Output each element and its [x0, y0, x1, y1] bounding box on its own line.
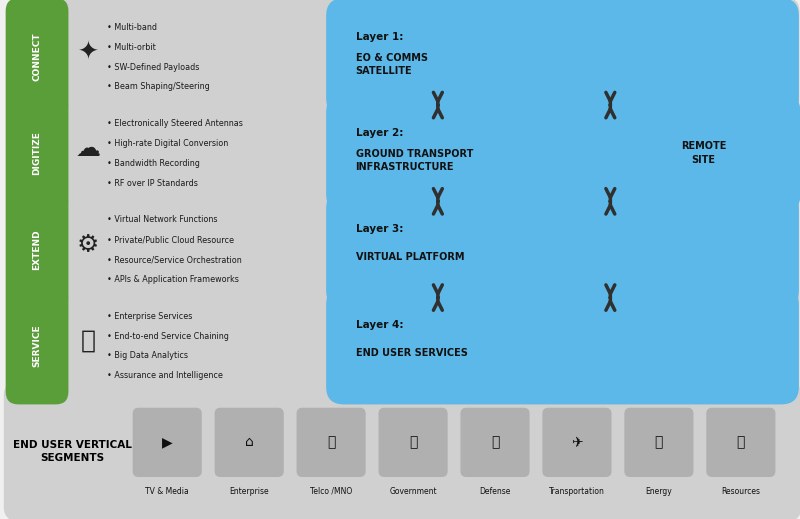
- Text: Energy: Energy: [646, 487, 672, 496]
- Text: • Big Data Analytics: • Big Data Analytics: [106, 351, 188, 360]
- Text: REMOTE
SITE: REMOTE SITE: [681, 141, 726, 165]
- Text: Layer 1:: Layer 1:: [355, 32, 403, 42]
- FancyBboxPatch shape: [326, 94, 634, 212]
- Text: • Beam Shaping/Steering: • Beam Shaping/Steering: [106, 83, 210, 91]
- Text: • Virtual Network Functions: • Virtual Network Functions: [106, 215, 217, 224]
- Text: ⌂: ⌂: [245, 435, 254, 449]
- Text: • Assurance and Intelligence: • Assurance and Intelligence: [106, 371, 222, 380]
- FancyBboxPatch shape: [6, 190, 799, 308]
- FancyBboxPatch shape: [133, 408, 202, 477]
- Text: • APIs & Application Frameworks: • APIs & Application Frameworks: [106, 275, 238, 284]
- Text: GROUND TRANSPORT
INFRASTRUCTURE: GROUND TRANSPORT INFRASTRUCTURE: [355, 149, 473, 172]
- FancyBboxPatch shape: [6, 287, 799, 404]
- Text: Enterprise: Enterprise: [230, 487, 269, 496]
- Text: • Resource/Service Orchestration: • Resource/Service Orchestration: [106, 255, 242, 264]
- Text: 📶: 📶: [327, 435, 335, 449]
- Text: Layer 3:: Layer 3:: [355, 224, 403, 234]
- Text: Defense: Defense: [479, 487, 510, 496]
- Text: • End-to-end Service Chaining: • End-to-end Service Chaining: [106, 332, 229, 340]
- FancyBboxPatch shape: [6, 94, 69, 212]
- FancyBboxPatch shape: [6, 0, 69, 116]
- Text: EO & COMMS
SATELLITE: EO & COMMS SATELLITE: [355, 53, 427, 76]
- Text: ✈: ✈: [571, 435, 582, 449]
- FancyBboxPatch shape: [706, 408, 775, 477]
- FancyBboxPatch shape: [542, 408, 611, 477]
- Text: • Multi-band: • Multi-band: [106, 23, 157, 32]
- Text: 🤝: 🤝: [81, 329, 95, 353]
- Text: ⚙: ⚙: [77, 233, 99, 257]
- Text: ☁: ☁: [75, 136, 101, 160]
- Text: DIGITIZE: DIGITIZE: [33, 131, 42, 175]
- FancyBboxPatch shape: [214, 408, 284, 477]
- FancyBboxPatch shape: [624, 408, 694, 477]
- Text: TV & Media: TV & Media: [146, 487, 189, 496]
- Text: ⛽: ⛽: [654, 435, 663, 449]
- FancyBboxPatch shape: [297, 408, 366, 477]
- Text: • Multi-orbit: • Multi-orbit: [106, 43, 155, 52]
- Text: • RF over IP Standards: • RF over IP Standards: [106, 179, 198, 188]
- FancyBboxPatch shape: [326, 190, 799, 308]
- Text: 🛡: 🛡: [491, 435, 499, 449]
- Text: • Private/Public Cloud Resource: • Private/Public Cloud Resource: [106, 235, 234, 244]
- Text: Government: Government: [390, 487, 437, 496]
- FancyBboxPatch shape: [4, 381, 800, 519]
- FancyBboxPatch shape: [461, 408, 530, 477]
- Text: • SW-Defined Payloads: • SW-Defined Payloads: [106, 63, 199, 72]
- FancyBboxPatch shape: [378, 408, 448, 477]
- Text: • Electronically Steered Antennas: • Electronically Steered Antennas: [106, 119, 242, 128]
- Text: SERVICE: SERVICE: [33, 324, 42, 367]
- Text: VIRTUAL PLATFORM: VIRTUAL PLATFORM: [355, 252, 464, 262]
- FancyBboxPatch shape: [6, 190, 69, 308]
- Text: • Enterprise Services: • Enterprise Services: [106, 312, 192, 321]
- Text: 🏛: 🏛: [409, 435, 418, 449]
- Text: • Bandwidth Recording: • Bandwidth Recording: [106, 159, 199, 168]
- Text: Resources: Resources: [722, 487, 760, 496]
- Text: • High-rate Digital Conversion: • High-rate Digital Conversion: [106, 139, 228, 148]
- Text: ✦: ✦: [78, 40, 98, 64]
- Text: Layer 4:: Layer 4:: [355, 320, 403, 331]
- Text: EXTEND: EXTEND: [33, 229, 42, 270]
- Text: Layer 2:: Layer 2:: [355, 128, 403, 138]
- Text: ▶: ▶: [162, 435, 173, 449]
- FancyBboxPatch shape: [6, 0, 799, 116]
- Text: END USER VERTICAL
SEGMENTS: END USER VERTICAL SEGMENTS: [13, 440, 132, 463]
- FancyBboxPatch shape: [6, 94, 799, 212]
- Text: CONNECT: CONNECT: [33, 33, 42, 81]
- FancyBboxPatch shape: [607, 94, 800, 212]
- Text: Transportation: Transportation: [549, 487, 605, 496]
- Text: 🚜: 🚜: [737, 435, 745, 449]
- Text: Telco /MNO: Telco /MNO: [310, 487, 352, 496]
- FancyBboxPatch shape: [326, 0, 799, 116]
- FancyBboxPatch shape: [326, 287, 799, 404]
- Text: END USER SERVICES: END USER SERVICES: [355, 348, 467, 358]
- FancyBboxPatch shape: [6, 287, 69, 404]
